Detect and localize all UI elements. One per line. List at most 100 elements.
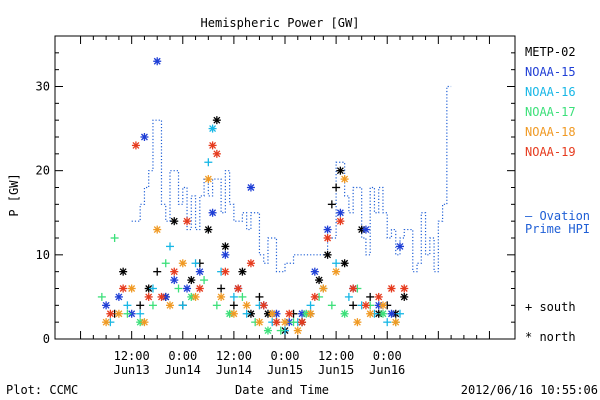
- data-point-metp-02: [221, 242, 230, 251]
- data-point-noaa-15: [114, 292, 123, 301]
- data-point-metp-02: [212, 116, 221, 125]
- data-point-noaa-19: [221, 267, 230, 276]
- data-point-noaa-17: [378, 309, 387, 318]
- data-point-noaa-18: [242, 301, 251, 310]
- data-point-noaa-15: [170, 276, 179, 285]
- data-point-noaa-15: [140, 133, 149, 141]
- data-point-metp-02: [255, 292, 264, 301]
- data-point-metp-02: [153, 267, 162, 276]
- data-point-noaa-18: [191, 292, 200, 301]
- data-point-noaa-19: [119, 284, 128, 293]
- data-point-metp-02: [217, 284, 226, 293]
- data-point-noaa-18: [166, 301, 174, 310]
- data-point-noaa-15: [246, 183, 255, 192]
- data-point-noaa-18: [217, 292, 226, 301]
- data-point-metp-02: [349, 301, 358, 310]
- plot-credit: Plot: CCMC: [6, 383, 78, 397]
- satellite-data-points: [97, 57, 409, 335]
- data-point-noaa-16: [344, 292, 353, 301]
- data-point-noaa-15: [102, 301, 111, 310]
- data-point-metp-02: [246, 309, 255, 318]
- legend-entry: NOAA-15: [525, 65, 576, 79]
- data-point-noaa-19: [144, 292, 153, 301]
- data-point-noaa-17: [263, 326, 272, 335]
- data-point-noaa-19: [323, 234, 332, 242]
- data-point-metp-02: [187, 276, 196, 285]
- data-point-noaa-17: [200, 276, 209, 285]
- data-point-noaa-17: [110, 234, 119, 242]
- data-point-noaa-16: [166, 242, 174, 251]
- plot-timestamp: 2012/06/16 10:55:06: [461, 383, 598, 397]
- data-point-metp-02: [229, 301, 238, 310]
- data-point-noaa-19: [212, 149, 221, 158]
- data-point-noaa-18: [268, 309, 277, 318]
- data-point-noaa-18: [127, 284, 136, 293]
- data-point-noaa-19: [298, 318, 307, 327]
- data-point-noaa-18: [204, 175, 213, 184]
- data-point-noaa-17: [148, 301, 157, 310]
- data-point-noaa-17: [238, 292, 247, 301]
- legend-marker-south: + south: [525, 300, 576, 314]
- data-point-noaa-15: [387, 309, 396, 318]
- data-point-noaa-16: [178, 301, 187, 310]
- data-point-noaa-18: [332, 267, 341, 276]
- data-point-noaa-16: [208, 124, 217, 133]
- data-point-noaa-19: [310, 292, 319, 301]
- data-point-noaa-19: [170, 267, 179, 276]
- data-point-noaa-19: [246, 259, 255, 268]
- legend-entry: NOAA-18: [525, 125, 576, 139]
- data-point-noaa-19: [234, 284, 243, 293]
- data-point-noaa-17: [97, 292, 106, 301]
- legend-ovation: — Ovation: [525, 209, 590, 223]
- data-point-noaa-17: [340, 309, 349, 318]
- x-tick-label-date: Jun15: [318, 363, 354, 377]
- data-point-metp-02: [400, 292, 409, 301]
- data-point-noaa-17: [289, 318, 298, 327]
- data-point-noaa-15: [183, 284, 192, 293]
- data-point-noaa-19: [195, 284, 204, 293]
- data-point-noaa-19: [157, 292, 166, 301]
- data-point-noaa-16: [136, 309, 145, 318]
- data-point-noaa-18: [319, 284, 328, 293]
- data-point-noaa-18: [102, 318, 111, 327]
- ovation-step-line: [131, 85, 452, 273]
- data-point-noaa-16: [191, 259, 200, 268]
- x-tick-label-date: Jun15: [267, 363, 303, 377]
- data-point-metp-02: [204, 225, 213, 234]
- data-point-noaa-16: [242, 309, 251, 318]
- data-point-noaa-18: [114, 309, 123, 318]
- data-point-noaa-15: [153, 57, 162, 66]
- x-tick-label-time: 12:00: [216, 349, 252, 363]
- data-point-noaa-17: [174, 284, 183, 293]
- data-point-noaa-15: [310, 267, 319, 276]
- data-point-noaa-16: [148, 284, 157, 293]
- data-point-metp-02: [340, 259, 349, 268]
- data-point-noaa-18: [378, 301, 387, 310]
- data-point-noaa-19: [374, 292, 383, 301]
- data-point-noaa-15: [336, 208, 345, 217]
- data-point-noaa-15: [323, 225, 332, 234]
- data-point-noaa-18: [153, 225, 162, 234]
- data-point-noaa-19: [336, 217, 345, 226]
- data-point-metp-02: [327, 200, 336, 209]
- data-point-noaa-18: [366, 309, 375, 318]
- data-point-noaa-18: [281, 318, 289, 327]
- data-point-noaa-19: [259, 301, 268, 310]
- y-tick-label: 20: [36, 164, 50, 178]
- data-point-metp-02: [323, 250, 332, 259]
- ovation-prime-hpi-line: [131, 85, 452, 273]
- data-point-metp-02: [332, 183, 341, 192]
- data-point-noaa-19: [285, 309, 294, 318]
- data-point-noaa-18: [306, 309, 315, 318]
- data-point-noaa-16: [229, 292, 238, 301]
- legend-marker-north: * north: [525, 330, 576, 344]
- data-point-noaa-17: [276, 326, 285, 335]
- x-tick-label-time: 0:00: [271, 349, 300, 363]
- y-axis-label: P [GW]: [7, 173, 21, 216]
- data-point-noaa-18: [178, 259, 187, 268]
- data-point-noaa-19: [349, 284, 358, 293]
- data-point-noaa-19: [208, 141, 217, 150]
- data-point-noaa-18: [255, 318, 264, 327]
